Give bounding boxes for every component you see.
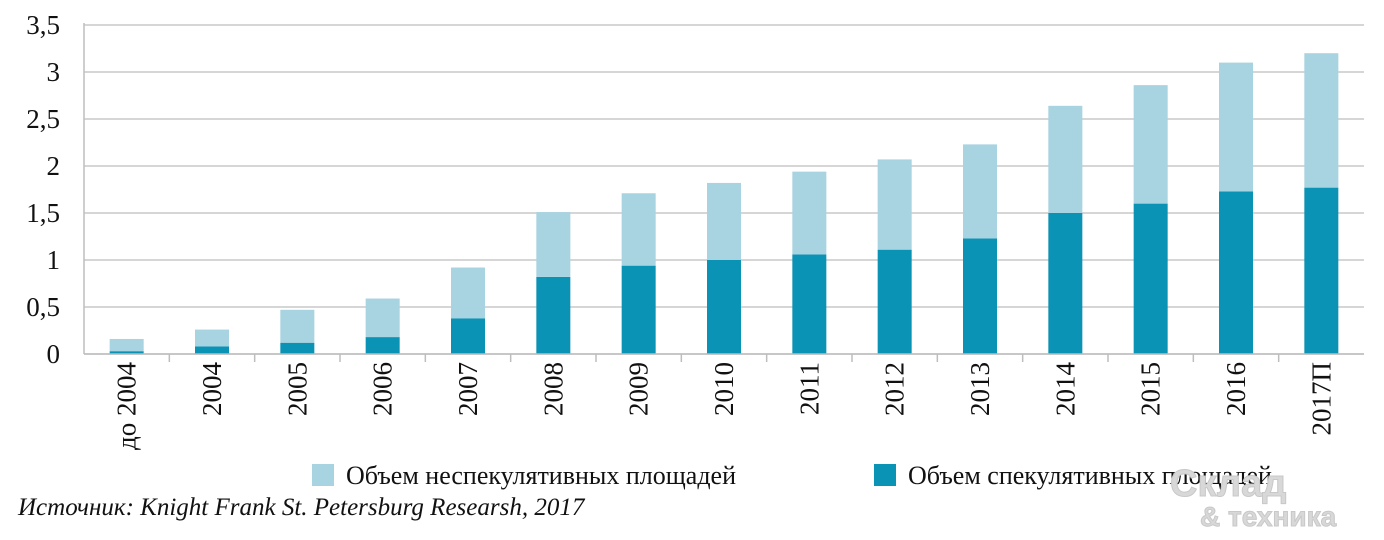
- bar-segment-non-speculative: [707, 182, 741, 260]
- y-axis-ticks: 0 0,5 1 1,5 2 2,5 3 3,5: [26, 10, 60, 369]
- y-tick-label: 0,5: [26, 292, 60, 322]
- bar-segment-speculative: [1304, 187, 1339, 354]
- x-tick-label: 2016: [1221, 362, 1251, 416]
- x-tick-label: 2013: [965, 362, 995, 416]
- bar-segment-non-speculative: [1133, 85, 1168, 204]
- legend-label: Объем спекулятивных площадей: [908, 461, 1272, 490]
- x-tick-label: 2005: [282, 362, 312, 416]
- x-tick-label: 2004: [197, 362, 227, 417]
- watermark-line2: & техника: [1200, 501, 1337, 532]
- x-tick-label: 2010: [709, 362, 739, 416]
- bar-segment-speculative: [536, 276, 571, 354]
- legend: Объем неспекулятивных площадей Объем спек…: [312, 461, 1272, 490]
- bar-segment-non-speculative: [877, 159, 912, 250]
- bar-segment-speculative: [1219, 191, 1253, 354]
- bar-segment-speculative: [877, 249, 912, 354]
- bar-segment-speculative: [707, 260, 741, 354]
- x-tick-label: 2012: [880, 362, 910, 416]
- bar-segment-speculative: [1133, 203, 1168, 354]
- bar-segment-speculative: [621, 265, 656, 354]
- x-tick-label: 2007: [453, 362, 483, 416]
- x-axis-ticks: до 2004 2004 2005 2006 2007 2008 2009 2010 2011 2…: [84, 353, 1364, 450]
- bar-segment-speculative: [451, 318, 485, 354]
- x-tick-label: до 2004: [112, 362, 142, 450]
- x-tick-label: 2011: [794, 362, 824, 415]
- legend-swatch: [312, 464, 334, 486]
- bars: [109, 53, 1339, 354]
- y-tick-label: 3: [47, 57, 61, 87]
- bar-segment-non-speculative: [536, 212, 571, 277]
- bar-segment-non-speculative: [792, 171, 827, 255]
- bar-segment-speculative: [963, 238, 997, 354]
- bar-segment-non-speculative: [1048, 105, 1083, 213]
- y-tick-label: 2,5: [26, 104, 60, 134]
- bar-segment-speculative: [365, 337, 400, 354]
- bar-segment-non-speculative: [1219, 62, 1253, 192]
- x-tick-label: 2015: [1136, 362, 1166, 416]
- x-tick-label: 2014: [1050, 362, 1080, 417]
- bar-segment-speculative: [280, 342, 315, 354]
- bar-segment-non-speculative: [365, 298, 400, 338]
- y-tick-label: 1: [47, 245, 61, 275]
- bar-segment-non-speculative: [963, 144, 997, 239]
- bar-segment-non-speculative: [451, 267, 485, 319]
- y-tick-label: 2: [47, 151, 61, 181]
- bar-segment-non-speculative: [1304, 53, 1339, 188]
- bar-segment-non-speculative: [195, 329, 229, 347]
- y-tick-label: 1,5: [26, 198, 60, 228]
- legend-swatch: [874, 464, 896, 486]
- y-tick-label: 0: [47, 339, 61, 369]
- bar-segment-speculative: [1048, 213, 1083, 354]
- x-tick-label: 2006: [368, 362, 398, 416]
- bar-segment-non-speculative: [109, 338, 144, 352]
- x-tick-label: 2008: [538, 362, 568, 416]
- x-tick-label: 2017П: [1306, 362, 1336, 436]
- bar-segment-speculative: [792, 254, 827, 354]
- legend-label: Объем неспекулятивных площадей: [346, 461, 736, 490]
- watermark-line1: Склад: [1170, 463, 1286, 505]
- x-tick-label: 2009: [624, 362, 654, 416]
- watermark-logo: Склад & техника: [1170, 463, 1338, 533]
- y-tick-label: 3,5: [26, 10, 60, 40]
- bar-segment-non-speculative: [280, 309, 315, 343]
- bar-segment-non-speculative: [621, 193, 656, 266]
- bar-segment-speculative: [109, 351, 144, 354]
- source-note: Источник: Knight Frank St. Petersburg Re…: [18, 494, 585, 521]
- bar-segment-speculative: [195, 346, 229, 354]
